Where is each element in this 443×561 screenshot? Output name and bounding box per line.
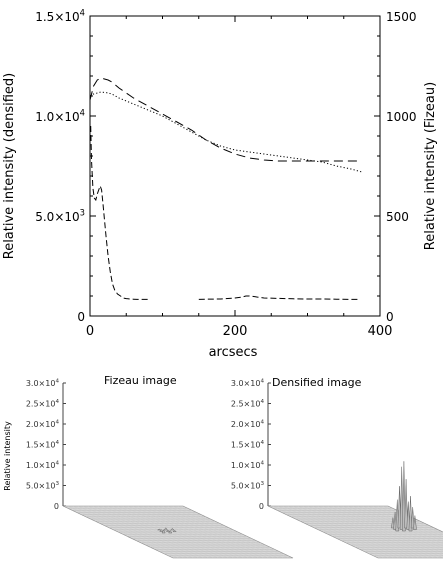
surface-gridline xyxy=(162,505,274,559)
z-tick-label: 2.0×104 xyxy=(231,419,265,429)
surface-gridline xyxy=(362,505,443,544)
y-tick-label-left: 5.0×103 xyxy=(35,208,85,224)
y-tick-label-left: 1.5×104 xyxy=(35,8,85,24)
x-tick-label: 400 xyxy=(368,324,393,339)
z-tick-label: 1.0×104 xyxy=(231,460,265,470)
surface-gridline xyxy=(172,505,284,559)
z-tick-label: 5.0×103 xyxy=(26,481,60,491)
surface-peak xyxy=(413,515,417,530)
surface-peak xyxy=(168,529,173,534)
surface-title-densified: Densified image xyxy=(272,376,362,389)
surface-peak xyxy=(163,527,168,531)
series-line-3 xyxy=(198,295,359,300)
surface-title-fizeau: Fizeau image xyxy=(104,374,177,387)
surface-gridline xyxy=(352,505,443,549)
z-tick-label: 5.0×103 xyxy=(231,481,265,491)
surface-peak xyxy=(402,461,406,532)
y-tick-label-right: 500 xyxy=(386,210,409,224)
z-tick-label: 2.5×104 xyxy=(231,399,265,409)
surface-peak xyxy=(404,479,408,529)
surface-peak xyxy=(161,529,166,534)
surface-peak xyxy=(170,528,175,531)
x-tick-label: 200 xyxy=(223,324,248,339)
z-tick-label: 1.0×104 xyxy=(26,460,60,470)
line-chart: 0 200 40005.0×1031.0×1041.5×10405001000150… xyxy=(2,8,438,360)
y-tick-label-right: 0 xyxy=(386,310,394,324)
y-tick-label-right: 1000 xyxy=(386,110,417,124)
surface-plot-densified: Densified image 0 5.0×103 1.0×104 1.5×104 2.… xyxy=(231,376,443,559)
surface-peak xyxy=(172,530,178,532)
surface-peak xyxy=(165,529,171,532)
surface-gridline xyxy=(177,505,289,559)
z-tick-label: 2.0×104 xyxy=(26,419,60,429)
series-line-2 xyxy=(89,91,363,173)
z-tick-label: 1.5×104 xyxy=(26,440,60,450)
surface-gridline xyxy=(167,505,279,559)
z-tick-label: 1.5×104 xyxy=(231,440,265,450)
x-axis-label: arcsecs xyxy=(209,345,258,360)
surface-peak xyxy=(159,529,164,532)
surface-gridline xyxy=(372,505,443,540)
z-tick-label: 3.0×104 xyxy=(231,378,265,388)
y-tick-label-left: 1.0×104 xyxy=(35,108,85,124)
surface-peak xyxy=(156,528,162,531)
y-tick-label-right: 1500 xyxy=(386,10,417,24)
y-axis-label-left: Relative intensity (densified) xyxy=(2,73,17,260)
y-axis-label-right: Relative intensity (Fizeau) xyxy=(423,82,438,250)
surface-plot-fizeau: Fizeau image Relative intensity 0 5.0×103… xyxy=(3,374,294,559)
series-group xyxy=(89,77,363,300)
surface-gridline xyxy=(357,505,443,547)
y-tick-label-left: 0 xyxy=(77,310,85,324)
z-tick-label: 3.0×104 xyxy=(26,378,60,388)
surface-peak xyxy=(410,507,415,529)
plot-frame xyxy=(89,15,381,317)
series-line-1 xyxy=(89,77,362,162)
series-line-3 xyxy=(90,125,148,300)
z-tick-label: 2.5×104 xyxy=(26,399,60,409)
tick-labels: 0 200 40005.0×1031.0×1041.5×10405001000150… xyxy=(35,8,416,339)
z-tick-label: 0 xyxy=(259,502,264,511)
x-tick-label: 0 xyxy=(86,324,94,339)
surface-z-label: Relative intensity xyxy=(3,421,12,491)
z-tick-label: 0 xyxy=(54,502,59,511)
tick-marks xyxy=(89,15,381,317)
surface-gridline xyxy=(367,505,443,542)
